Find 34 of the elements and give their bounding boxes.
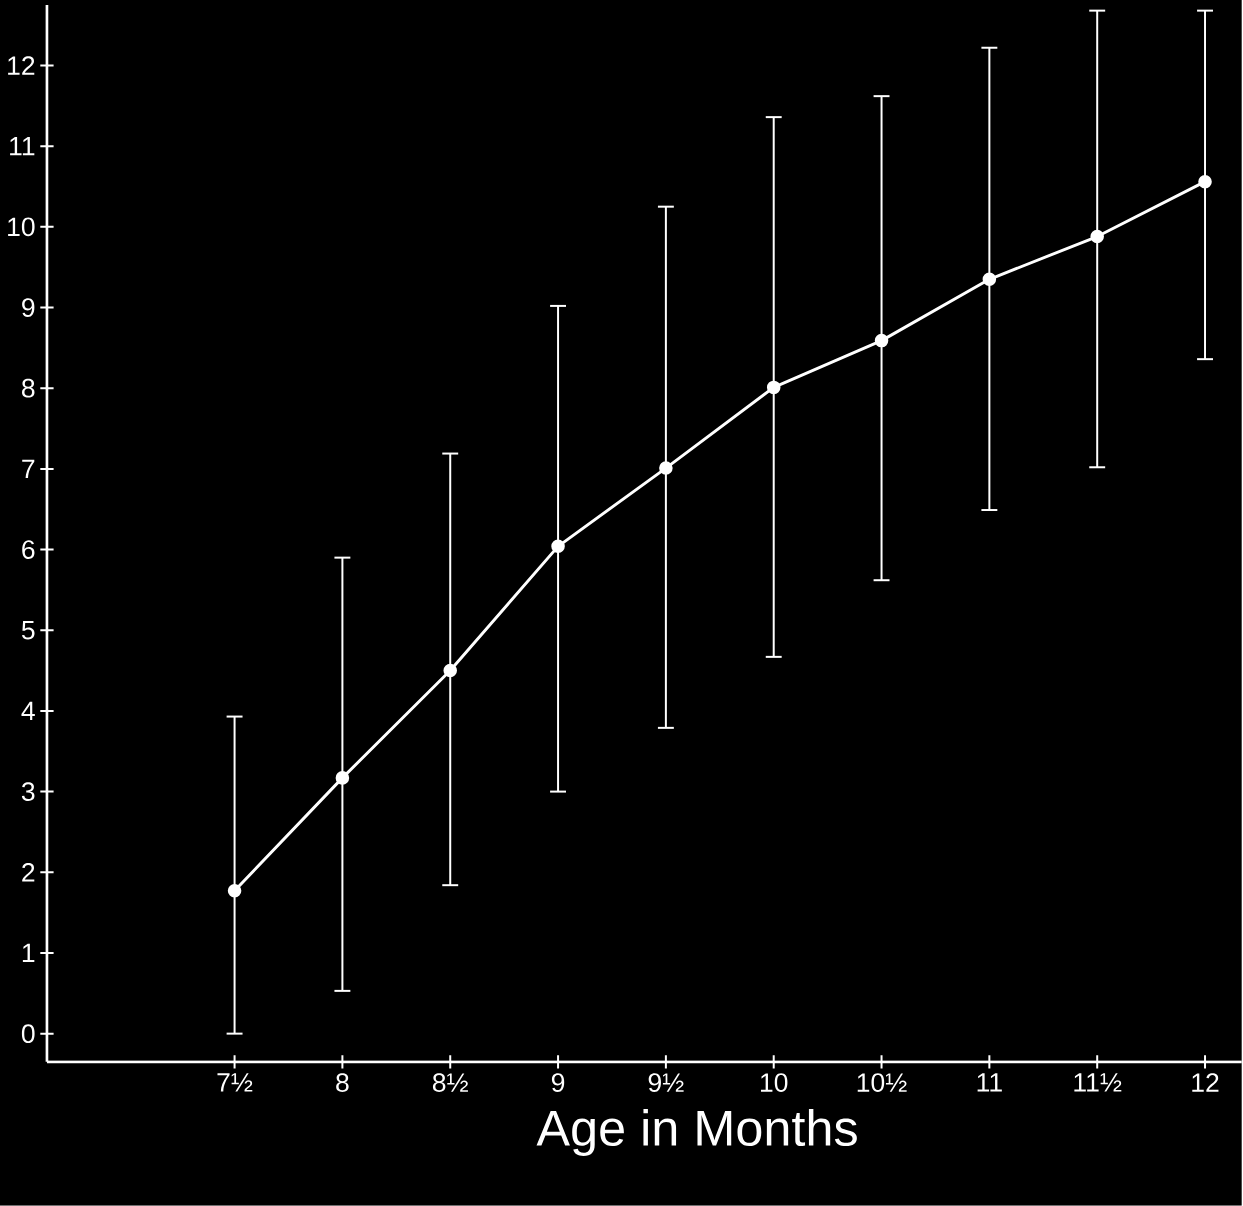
point [766,380,781,395]
y-tick-label: 5 [21,621,35,640]
x-tick-label: 8 [336,1073,349,1093]
point [1090,229,1104,244]
x-tick-label: 9 [551,1073,565,1093]
point [335,771,350,785]
x-tick-label: 11 [977,1073,1002,1092]
point [227,884,242,898]
y-tick-label: 11 [10,137,35,156]
x-tick-label: 12 [1192,1073,1219,1092]
y-tick-label: 9 [22,298,35,318]
y-tick-label: 12 [8,56,35,75]
y-tick-label: 10 [8,217,35,237]
point [874,333,889,348]
point [982,272,997,287]
x-axis-title: Age in Months [536,1109,857,1157]
x-tick-label: 10 [760,1073,788,1093]
x-tick-label: 11½ [1074,1073,1122,1092]
y-tick-label: 4 [21,701,35,721]
y-tick-label: 6 [22,540,35,560]
x-tick-label: 7½ [217,1073,253,1092]
y-tick-label: 7 [22,459,35,479]
point [659,461,673,475]
y-tick-label: 2 [22,863,35,882]
y-tick-label: 8 [22,378,35,398]
point [1198,175,1212,189]
x-tick-label: 9½ [648,1073,684,1093]
point [443,663,457,678]
point [551,539,565,554]
x-tick-label: 8½ [432,1073,468,1093]
y-tick-label: 3 [21,782,35,802]
y-tick-label: 0 [21,1024,35,1044]
x-tick-label: 10½ [857,1073,907,1093]
y-tick-label: 1 [22,943,35,963]
